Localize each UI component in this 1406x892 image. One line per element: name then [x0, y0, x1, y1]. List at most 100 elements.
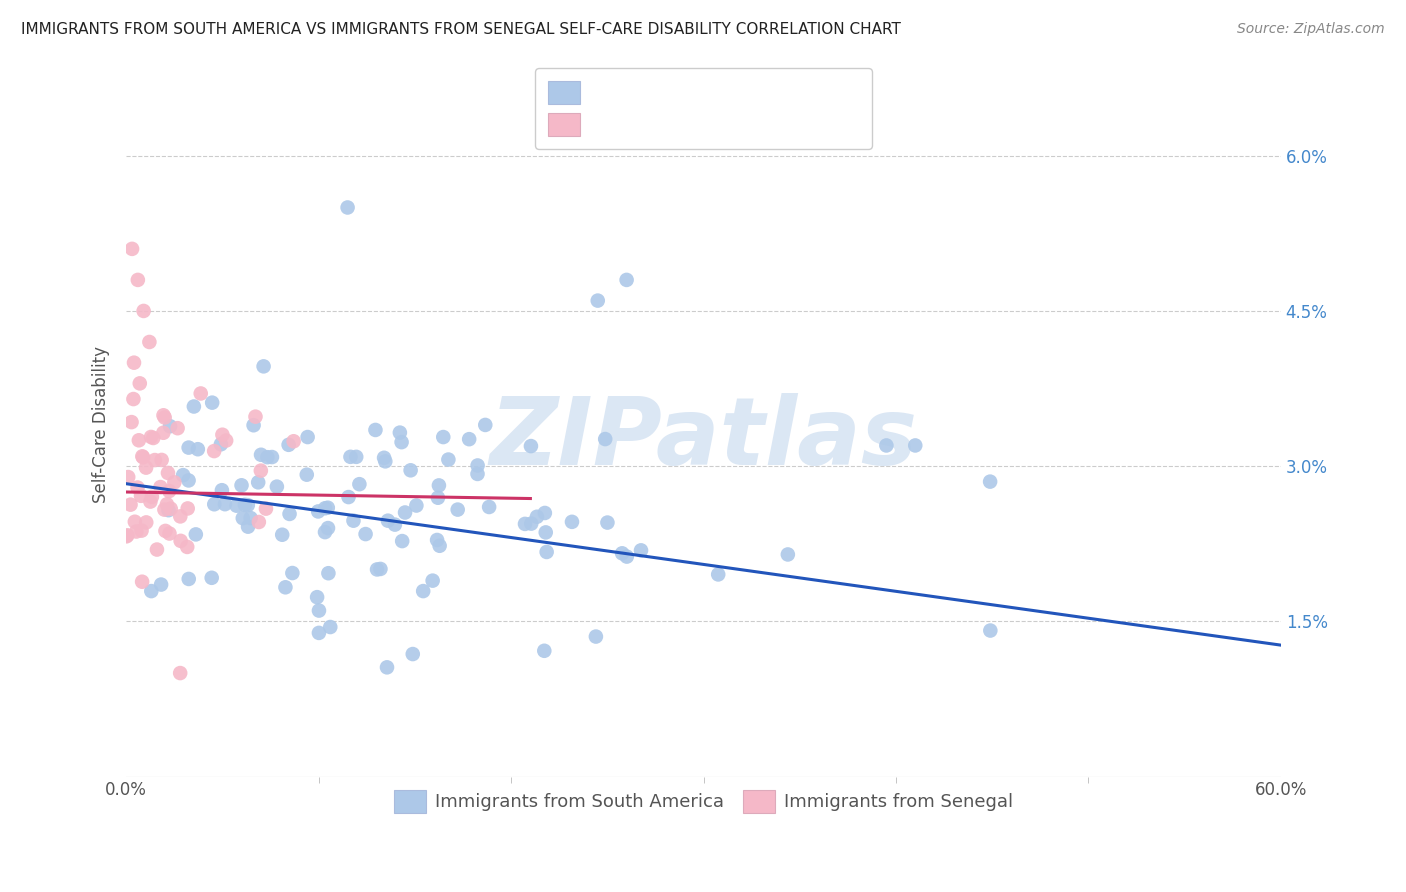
Point	[152, 425, 174, 440]
Point	[630, 543, 652, 558]
Point	[374, 454, 396, 468]
Point	[183, 400, 205, 414]
Point	[211, 483, 233, 498]
Point	[316, 521, 339, 535]
Point	[242, 418, 264, 433]
Point	[155, 524, 177, 538]
Point	[141, 584, 163, 599]
Point	[247, 515, 270, 529]
Point	[209, 437, 232, 451]
Text: R =: R =	[606, 120, 645, 137]
Point	[150, 577, 173, 591]
Point	[122, 356, 145, 370]
Point	[122, 392, 145, 406]
Point	[142, 431, 165, 445]
Point	[474, 417, 496, 432]
Point	[467, 467, 489, 481]
Point	[308, 626, 330, 640]
Point	[252, 359, 274, 374]
Point	[478, 500, 501, 514]
Point	[278, 507, 301, 521]
Point	[177, 501, 200, 516]
Point	[201, 395, 224, 409]
Text: -0.337: -0.337	[664, 81, 728, 100]
Point	[156, 466, 179, 480]
Point	[373, 450, 395, 465]
Point	[391, 435, 413, 450]
Point	[979, 624, 1001, 638]
Point	[610, 546, 633, 560]
Point	[281, 566, 304, 580]
Point	[115, 529, 138, 543]
Point	[596, 516, 619, 530]
Point	[256, 450, 278, 465]
Point	[513, 516, 536, 531]
Text: -0.028: -0.028	[664, 120, 728, 137]
Point	[135, 460, 157, 475]
Point	[166, 421, 188, 435]
Point	[349, 477, 371, 491]
Point	[131, 524, 153, 538]
Point	[429, 539, 451, 553]
Text: 50: 50	[794, 120, 820, 137]
Point	[283, 434, 305, 449]
Point	[271, 527, 294, 541]
Point	[120, 498, 142, 512]
Point	[776, 548, 799, 562]
Point	[247, 475, 270, 490]
Point	[159, 419, 181, 434]
Point	[388, 425, 411, 440]
Point	[318, 566, 340, 581]
Point	[904, 438, 927, 452]
Point	[202, 497, 225, 511]
Point	[121, 415, 143, 429]
Point	[314, 525, 336, 540]
Point	[344, 450, 367, 464]
Point	[319, 620, 342, 634]
Point	[426, 491, 449, 505]
Point	[427, 478, 450, 492]
Point	[394, 506, 416, 520]
Point	[169, 533, 191, 548]
Point	[132, 450, 155, 465]
Point	[190, 386, 212, 401]
Point	[384, 517, 406, 532]
Point	[354, 527, 377, 541]
Point	[979, 475, 1001, 489]
Point	[526, 509, 548, 524]
Point	[536, 545, 558, 559]
Point	[534, 525, 557, 540]
Point	[139, 430, 162, 444]
Point	[125, 524, 148, 539]
Point	[132, 304, 155, 318]
Point	[422, 574, 444, 588]
Point	[172, 468, 194, 483]
Point	[187, 442, 209, 457]
Point	[153, 410, 176, 425]
Point	[157, 503, 180, 517]
Point	[314, 501, 336, 516]
Point	[163, 475, 186, 490]
Point	[266, 480, 288, 494]
Point	[274, 580, 297, 594]
Point	[201, 571, 224, 585]
Point	[250, 464, 273, 478]
Point	[138, 334, 160, 349]
Point	[211, 427, 233, 442]
Point	[366, 562, 388, 576]
Point	[375, 660, 398, 674]
Point	[121, 242, 143, 256]
Point	[616, 549, 638, 564]
Point	[124, 515, 146, 529]
Point	[169, 666, 191, 681]
Point	[177, 474, 200, 488]
Point	[260, 450, 283, 464]
Point	[150, 453, 173, 467]
Point	[131, 574, 153, 589]
Point	[231, 478, 253, 492]
Text: R =: R =	[606, 81, 645, 100]
Point	[169, 509, 191, 524]
Point	[412, 584, 434, 599]
Point	[295, 467, 318, 482]
Point	[616, 273, 638, 287]
